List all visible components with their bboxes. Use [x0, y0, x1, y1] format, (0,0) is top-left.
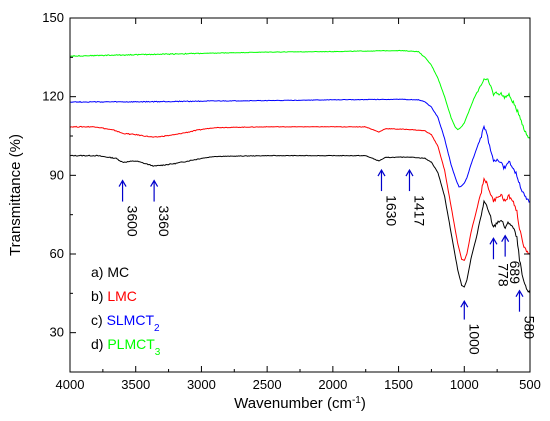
- x-tick-label: 2000: [318, 377, 347, 392]
- legend-prefix: b): [91, 288, 107, 304]
- annotation-arrowhead: [460, 300, 469, 308]
- legend-entry: d) PLMCT3: [91, 336, 161, 358]
- x-tick-label: 3500: [121, 377, 150, 392]
- y-tick-label: 30: [50, 325, 64, 340]
- legend-subscript: 2: [154, 323, 160, 334]
- annotation-label: 1000: [466, 324, 482, 355]
- annotation-label: 580: [521, 316, 537, 340]
- annotation-arrowhead: [377, 168, 386, 177]
- series-line: [69, 125, 531, 262]
- legend-entry: b) LMC: [91, 288, 137, 304]
- series-line: [70, 98, 531, 203]
- legend-name: PLMCT: [107, 336, 155, 352]
- annotation-arrowhead: [515, 289, 524, 298]
- annotation-label: 3360: [156, 206, 172, 237]
- x-axis-title: Wavenumber (cm-1): [234, 395, 366, 413]
- legend-name: SLMCT: [107, 312, 155, 328]
- legend-name: LMC: [107, 288, 137, 304]
- x-tick-label: 4000: [56, 377, 85, 392]
- annotation-arrowhead: [150, 179, 159, 187]
- annotation-arrowhead: [489, 237, 498, 245]
- legend-prefix: c): [91, 312, 107, 328]
- legend-prefix: d): [91, 336, 107, 352]
- y-axis-title: Transmittance (%): [7, 134, 24, 256]
- plot-background: [70, 18, 530, 372]
- annotation-arrowhead: [118, 179, 127, 187]
- annotation-label: 1630: [383, 195, 399, 226]
- annotation-arrowhead: [501, 234, 510, 242]
- series-line: [69, 49, 531, 139]
- x-tick-label: 1500: [384, 377, 413, 392]
- legend-prefix: a): [91, 264, 107, 280]
- annotation-label: 1417: [411, 195, 427, 226]
- x-axis-title-sup: -1: [352, 395, 361, 406]
- x-tick-label: 3000: [187, 377, 216, 392]
- annotation-label: 689: [507, 261, 523, 285]
- y-tick-label: 90: [50, 167, 64, 182]
- x-tick-label: 500: [519, 377, 541, 392]
- series-line: [69, 154, 531, 294]
- y-tick-label: 120: [42, 89, 64, 104]
- legend-entry: c) SLMCT2: [91, 312, 160, 334]
- x-axis-title-main: Wavenumber (cm: [234, 395, 352, 412]
- legend-name: MC: [107, 264, 129, 280]
- x-tick-label: 2500: [253, 377, 282, 392]
- x-tick-label: 1000: [450, 377, 479, 392]
- y-tick-label: 60: [50, 246, 64, 261]
- annotation-label: 3600: [125, 206, 141, 237]
- annotation-label: 778: [495, 263, 511, 287]
- annotation-arrowhead: [405, 168, 414, 177]
- legend-subscript: 3: [155, 347, 161, 358]
- x-axis-title-end: ): [361, 395, 366, 412]
- y-tick-label: 150: [42, 10, 64, 25]
- legend-entry: a) MC: [91, 264, 129, 280]
